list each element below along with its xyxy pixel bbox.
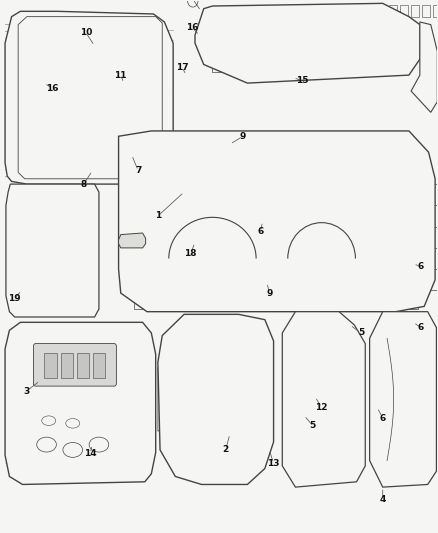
Text: 12: 12 xyxy=(315,403,328,412)
Bar xyxy=(212,11,400,72)
Bar xyxy=(400,5,408,17)
Bar xyxy=(73,42,90,51)
Bar xyxy=(230,19,256,41)
Polygon shape xyxy=(158,314,274,484)
Text: 10: 10 xyxy=(80,28,92,37)
Text: 4: 4 xyxy=(380,495,386,504)
Text: 18: 18 xyxy=(184,249,197,258)
Bar xyxy=(219,378,250,442)
Text: 5: 5 xyxy=(358,328,364,337)
Text: 17: 17 xyxy=(176,63,188,71)
Text: 6: 6 xyxy=(417,262,424,271)
Text: 13: 13 xyxy=(267,459,280,467)
Bar xyxy=(378,5,386,17)
Bar xyxy=(44,46,75,59)
Bar xyxy=(44,353,57,378)
Text: 2: 2 xyxy=(223,446,229,455)
Text: 16: 16 xyxy=(186,23,198,32)
Bar xyxy=(295,458,313,471)
Text: 11: 11 xyxy=(114,70,127,79)
Bar xyxy=(433,5,438,17)
Polygon shape xyxy=(121,132,431,179)
Text: 3: 3 xyxy=(23,387,29,396)
Text: 6: 6 xyxy=(417,323,424,332)
Text: 6: 6 xyxy=(258,228,264,237)
Bar xyxy=(422,5,430,17)
Polygon shape xyxy=(370,312,436,487)
Polygon shape xyxy=(195,3,420,83)
Polygon shape xyxy=(6,184,99,317)
Text: 9: 9 xyxy=(240,132,246,141)
Bar xyxy=(60,353,73,378)
Bar xyxy=(300,19,328,41)
Text: 9: 9 xyxy=(266,288,272,297)
Text: 19: 19 xyxy=(8,294,21,303)
Bar xyxy=(265,19,293,41)
Circle shape xyxy=(302,455,315,471)
Text: 6: 6 xyxy=(380,414,386,423)
Bar xyxy=(14,292,90,304)
Bar xyxy=(123,237,140,245)
Bar xyxy=(228,341,245,362)
Bar xyxy=(40,42,92,51)
Bar xyxy=(204,341,221,362)
Polygon shape xyxy=(119,131,435,312)
Bar xyxy=(383,19,398,41)
Text: 16: 16 xyxy=(46,84,58,93)
Bar xyxy=(389,5,397,17)
Polygon shape xyxy=(5,322,155,484)
Bar xyxy=(175,373,210,447)
Bar xyxy=(365,19,383,41)
Polygon shape xyxy=(411,22,437,112)
Text: 15: 15 xyxy=(296,76,308,85)
Polygon shape xyxy=(283,312,365,487)
Polygon shape xyxy=(119,233,146,248)
Polygon shape xyxy=(31,455,130,471)
Polygon shape xyxy=(22,333,145,474)
Text: 14: 14 xyxy=(84,449,96,458)
Bar xyxy=(14,255,90,266)
Bar xyxy=(134,272,418,309)
FancyBboxPatch shape xyxy=(33,344,117,386)
Bar xyxy=(180,341,197,362)
Text: 5: 5 xyxy=(310,422,316,431)
Bar xyxy=(40,74,92,83)
Text: 7: 7 xyxy=(135,166,141,175)
Bar xyxy=(14,215,90,227)
Bar xyxy=(204,146,283,167)
Polygon shape xyxy=(5,11,173,184)
Bar xyxy=(14,193,90,205)
Bar xyxy=(14,236,90,248)
Bar xyxy=(40,106,92,115)
Bar xyxy=(411,5,419,17)
Bar xyxy=(77,353,89,378)
Bar xyxy=(335,19,359,41)
Text: 8: 8 xyxy=(81,180,87,189)
Polygon shape xyxy=(376,317,430,482)
Bar xyxy=(328,333,346,346)
Bar xyxy=(195,142,291,169)
Circle shape xyxy=(335,344,348,360)
Polygon shape xyxy=(291,322,357,477)
Bar xyxy=(14,273,90,285)
Bar xyxy=(93,353,105,378)
Text: 1: 1 xyxy=(155,212,161,221)
Polygon shape xyxy=(35,357,119,410)
